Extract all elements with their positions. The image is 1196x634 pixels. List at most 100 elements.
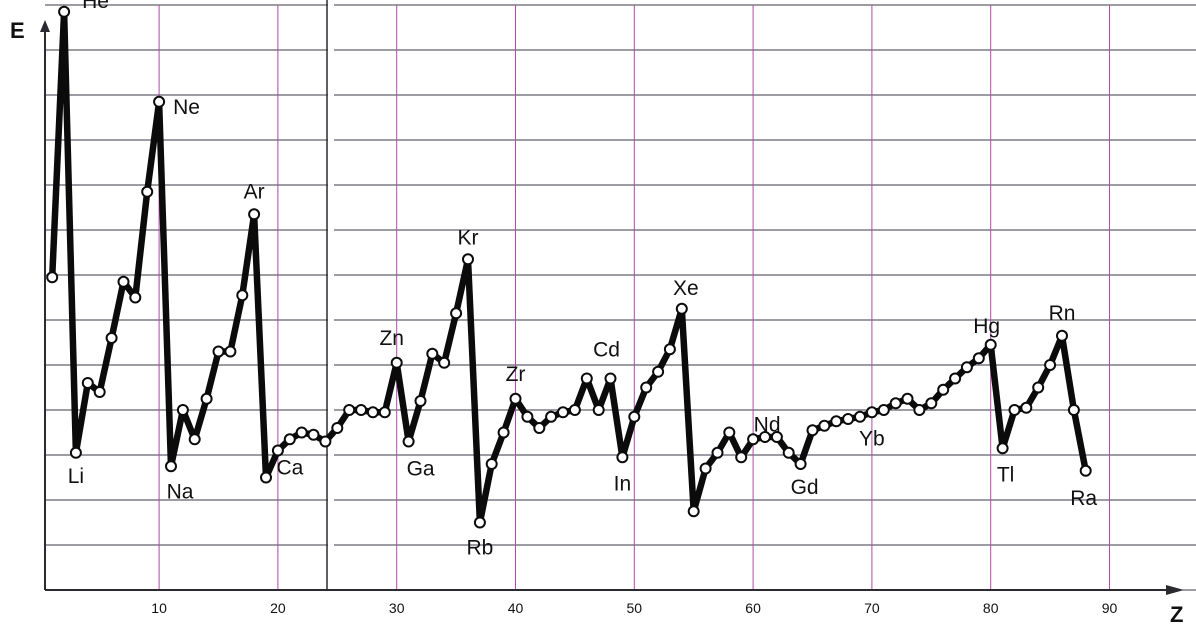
x-tick-label: 10 [151,600,167,616]
data-point [925,397,938,410]
x-tick-label: 80 [983,600,999,616]
data-point [521,410,534,423]
data-point [176,404,189,416]
data-point [81,377,94,389]
x-axis-label: Z [1170,602,1183,627]
data-point [248,208,261,221]
data-point [343,404,356,416]
x-tick-label: 40 [508,600,524,616]
data-point [153,95,166,108]
element-label-tl: Tl [997,463,1015,486]
element-label-cd: Cd [593,339,620,362]
data-point [865,406,878,419]
data-point [640,381,653,394]
x-tick-labels: 10 20 30 40 50 60 70 80 90 [151,600,1117,616]
data-point [485,458,498,470]
data-point [568,404,581,416]
data-point [949,372,962,385]
data-point [557,406,569,419]
x-tick-label: 30 [389,600,405,616]
data-point [319,435,332,448]
element-label-rb: Rb [466,537,493,560]
element-label-nd: Nd [754,413,781,436]
data-point [165,460,177,473]
data-line [48,8,1089,526]
data-point [984,338,997,351]
data-point [533,422,546,434]
data-point [497,426,510,439]
data-point [628,410,641,423]
x-tick-label: 50 [627,600,643,616]
data-point [450,307,463,320]
data-point [854,410,866,423]
element-label-xe: Xe [673,277,699,300]
data-point [675,302,688,315]
data-point [663,343,676,356]
data-point [378,406,391,419]
data-point [283,433,296,446]
data-point [224,345,237,358]
data-point [390,356,403,369]
data-point [236,289,249,302]
grid [45,0,1196,592]
data-point [271,444,284,457]
data-point [580,372,593,385]
data-point [723,426,736,439]
y-axis-arrow [40,20,50,32]
x-tick-label: 90 [1102,600,1118,616]
data-point [1020,401,1033,414]
data-point [402,435,415,448]
data-point [141,185,154,198]
data-point [604,372,617,385]
element-label-na: Na [167,480,194,503]
data-point [260,471,272,484]
element-label-rn: Rn [1049,302,1076,325]
data-point [711,446,724,459]
data-point [69,446,82,459]
data-point [889,397,902,410]
data-point [438,356,451,369]
data-point [473,516,486,529]
panel-gap [328,0,334,592]
data-point [592,404,605,416]
data-point [1044,359,1057,371]
data-point [806,424,819,437]
data-point [913,404,926,416]
data-point [212,345,225,358]
data-point [759,431,771,443]
element-label-ra: Ra [1070,487,1097,510]
data-point [901,392,914,405]
data-point [616,451,629,464]
element-label-zr: Zr [506,363,526,386]
data-point [295,426,308,439]
data-point [200,392,213,405]
element-label-hg: Hg [973,315,1000,338]
element-label-ar: Ar [244,180,265,203]
data-point [699,462,712,475]
data-point [747,433,760,446]
data-point [129,291,142,304]
data-point [462,253,474,266]
data-point [652,365,665,378]
element-label-ne: Ne [173,96,200,119]
data-point [770,431,783,443]
element-label-zn: Zn [379,327,404,350]
data-point [1032,381,1045,394]
x-tick-label: 20 [270,600,286,616]
element-label-gd: Gd [791,476,819,499]
x-tick-label: 60 [745,600,761,616]
data-point [117,275,130,288]
data-point [414,395,427,407]
data-point [509,392,522,405]
element-label-in: In [614,472,632,495]
data-point [93,386,106,398]
element-label-kr: Kr [458,226,479,249]
data-point [996,442,1009,455]
x-tick-label: 70 [864,600,880,616]
data-point [307,428,320,441]
element-label-yb: Yb [859,427,885,450]
data-point [58,5,71,18]
element-labels: He Li Ne Na Ar Ca Zn Ga Kr Rb Zr Cd In Xe Nd Gd Yb Hg Tl Rn… [68,0,1098,560]
